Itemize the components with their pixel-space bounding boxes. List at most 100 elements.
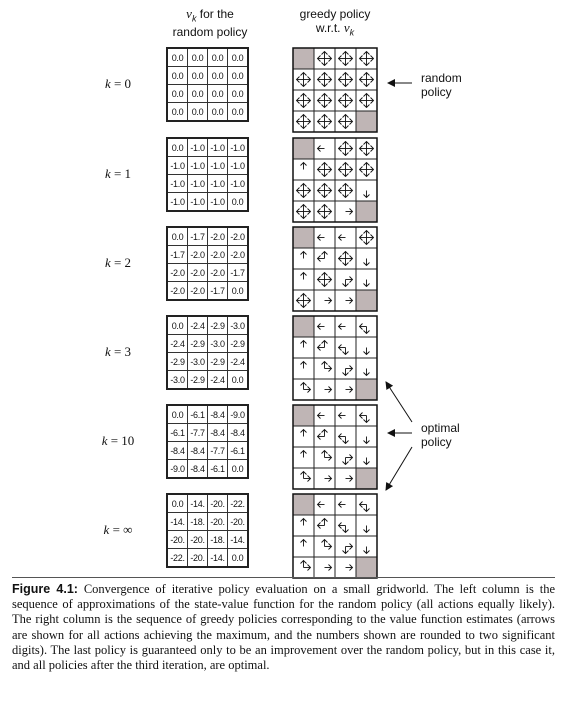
value-cell: -1.7 — [207, 281, 228, 301]
policy-arrow-icon — [342, 543, 354, 555]
value-cell: -2.4 — [207, 370, 228, 390]
value-grid-row: -8.4 -8.4 -7.7 -6.1 — [166, 441, 249, 460]
policy-grid-svg — [292, 315, 378, 401]
policy-arrow-icon — [321, 449, 333, 461]
value-cell: -2.0 — [166, 281, 188, 301]
policy-arrow-icon — [337, 501, 346, 508]
value-column-header: vk for the random policy — [172, 6, 248, 40]
value-grid-row: 0.0 0.0 0.0 0.0 — [166, 84, 249, 103]
policy-arrow-icon — [358, 501, 370, 513]
policy-arrow-icon — [300, 381, 312, 393]
value-cell: -18. — [207, 530, 228, 549]
policy-arrow-icon — [337, 234, 346, 241]
value-grid-row: -1.0 -1.0 -1.0 0.0 — [166, 192, 249, 212]
k-symbol: k — [103, 522, 110, 537]
policy-arrow-icon — [363, 190, 370, 199]
k-symbol: k — [104, 255, 111, 270]
policy-arrow-icon — [316, 234, 325, 241]
k-value: = 0 — [110, 76, 132, 91]
policy-arrow-icon — [337, 344, 349, 356]
value-grid: 0.0 -6.1 -8.4 -9.0 -6.1 -7.7 -8.4 -8.4 -8.4 -8.4-… — [166, 404, 249, 479]
value-cell: 0.0 — [207, 84, 228, 103]
value-cell: -2.9 — [166, 352, 188, 371]
value-grid-row: 0.0 -1.0 -1.0 -1.0 — [166, 137, 249, 157]
policy-arrow-icon — [316, 339, 328, 351]
optimal-policy-note: optimal policy — [421, 421, 460, 449]
policy-arrow-icon — [316, 271, 333, 288]
value-cell: -14. — [207, 548, 228, 568]
value-cell: 0.0 — [227, 84, 249, 103]
policy-grid-border — [292, 315, 378, 401]
policy-arrow-icon — [337, 50, 354, 67]
policy-arrow-icon — [337, 522, 349, 534]
policy-arrow-icon — [363, 436, 370, 445]
policy-arrow-icon — [342, 365, 354, 377]
value-grid-row: -2.4 -2.9 -3.0 -2.9 — [166, 334, 249, 353]
value-cell: -2.0 — [166, 263, 188, 282]
value-cell: -1.0 — [227, 174, 249, 193]
value-cell: 0.0 — [227, 281, 249, 301]
value-cell: 0.0 — [227, 192, 249, 212]
policy-arrow-icon — [363, 546, 370, 555]
value-grid: 0.0 0.0 0.0 0.0 0.0 0.0 0.0 0.0 0.0 0.0 0.0 0.0 0.0 0… — [166, 47, 249, 122]
policy-arrow-icon — [316, 250, 328, 262]
policy-arrow-icon — [316, 412, 325, 419]
policy-arrow-icon — [316, 323, 325, 330]
k-symbol: k — [104, 76, 111, 91]
value-grid-row: -9.0 -8.4 -6.1 0.0 — [166, 459, 249, 479]
policy-arrow-icon — [337, 71, 354, 88]
value-cell: -14. — [227, 530, 249, 549]
policy-grid-svg — [292, 493, 378, 579]
policy-arrow-icon — [363, 347, 370, 356]
policy-arrow-icon — [300, 161, 307, 170]
policy-arrow-icon — [300, 428, 307, 437]
value-grid-row: -1.0 -1.0 -1.0 -1.0 — [166, 174, 249, 193]
policy-grid-svg — [292, 137, 378, 223]
iteration-label: k = 3 — [88, 344, 148, 360]
policy-arrow-icon — [337, 323, 346, 330]
value-cell: 0.0 — [227, 548, 249, 568]
policy-arrow-icon — [337, 182, 354, 199]
value-grid: 0.0 -14. -20. -22. -14. -18. -20. -20. -20. -20. -… — [166, 493, 249, 568]
policy-arrow-icon — [337, 250, 354, 267]
value-cell: -6.1 — [207, 459, 228, 479]
policy-arrow-icon — [316, 50, 333, 67]
optimal-pointer-k3 — [385, 381, 413, 423]
policy-arrow-icon — [316, 182, 333, 199]
value-grid-row: 0.0 -6.1 -8.4 -9.0 — [166, 404, 249, 424]
value-cell: 0.0 — [227, 102, 249, 122]
random-policy-note: random policy — [421, 71, 462, 99]
policy-arrow-icon — [321, 538, 333, 550]
policy-arrow-icon — [345, 475, 354, 482]
policy-arrow-icon — [337, 161, 354, 178]
iteration-label: k = 1 — [88, 166, 148, 182]
policy-arrow-icon — [300, 559, 312, 571]
policy-arrow-icon — [295, 292, 312, 309]
policy-arrow-icon — [295, 203, 312, 220]
value-cell: -1.7 — [227, 263, 249, 282]
value-grid-row: -2.9 -3.0 -2.9 -2.4 — [166, 352, 249, 371]
policy-grid-border — [292, 404, 378, 490]
policy-arrow-icon — [345, 386, 354, 393]
policy-grid-border — [292, 47, 378, 133]
value-grid-row: -2.0 -2.0 -2.0 -1.7 — [166, 263, 249, 282]
value-cell: -9.0 — [227, 404, 249, 424]
value-cell: 0.0 — [187, 102, 208, 122]
value-cell: -1.0 — [207, 192, 228, 212]
policy-arrow-icon — [363, 279, 370, 288]
annotation-arrows — [385, 79, 413, 491]
policy-grid — [292, 47, 378, 133]
policy-arrow-icon — [321, 360, 333, 372]
k-symbol: k — [101, 433, 108, 448]
value-grid-row: -20. -20. -18. -14. — [166, 530, 249, 549]
policy-grid-svg — [292, 226, 378, 312]
policy-arrow-icon — [345, 297, 354, 304]
policy-arrow-icon — [316, 113, 333, 130]
value-grid-row: -6.1 -7.7 -8.4 -8.4 — [166, 423, 249, 442]
policy-arrow-icon — [324, 564, 333, 571]
value-cell: 0.0 — [227, 370, 249, 390]
policy-grid — [292, 137, 378, 223]
policy-arrow-icon — [300, 360, 307, 369]
policy-arrow-icon — [363, 258, 370, 267]
policy-arrow-icon — [358, 140, 375, 157]
